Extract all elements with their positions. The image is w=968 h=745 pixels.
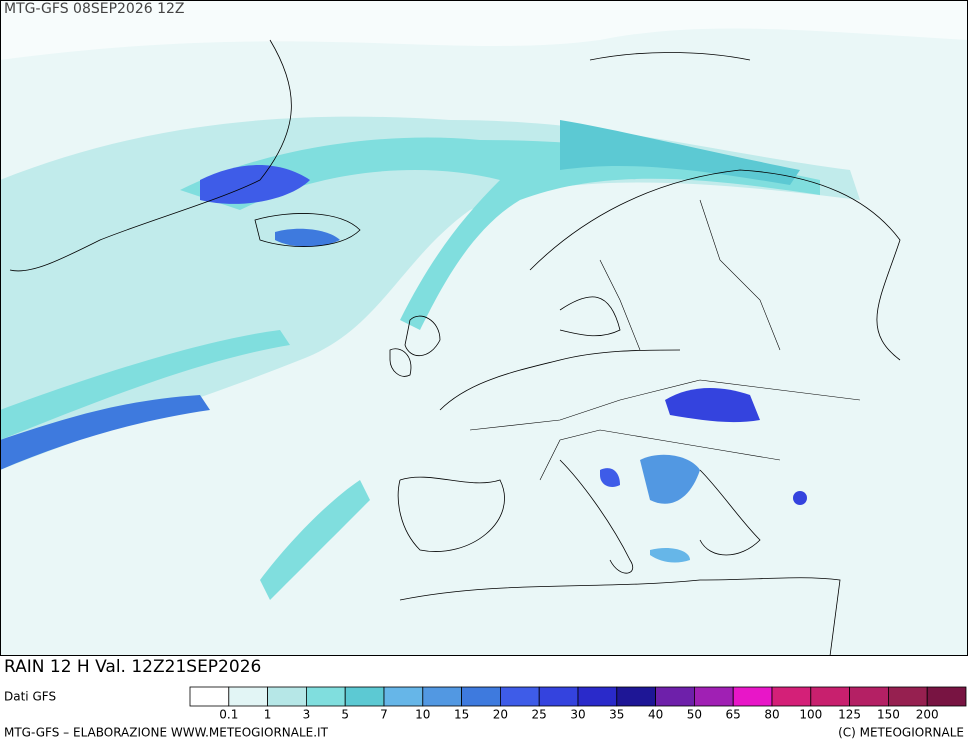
color-swatch: [267, 686, 307, 707]
footer-right: (C) METEOGIORNALE: [838, 726, 964, 740]
colorbar-label: 80: [764, 708, 779, 722]
borders: [469, 199, 861, 481]
source-label: Dati GFS: [4, 690, 56, 704]
caption: RAIN 12 H Val. 12Z21SEP2026: [4, 657, 261, 677]
colorbar-label: 35: [609, 708, 624, 722]
color-swatch: [926, 686, 967, 707]
colorbar-label: 30: [570, 708, 585, 722]
colorbar: 0.1 1 3 5 7 10 15 20 25 30 35 40 50 65 80 100 125 150 200: [189, 686, 967, 722]
color-swatch: [422, 686, 462, 707]
color-swatch: [499, 686, 540, 707]
color-swatch: [344, 686, 385, 707]
colorbar-label: 200: [916, 708, 939, 722]
color-swatch: [694, 686, 734, 707]
colorbar-label: 25: [532, 708, 547, 722]
color-swatch: [732, 686, 773, 707]
colorbar-label: 50: [687, 708, 702, 722]
coastlines: [9, 39, 901, 657]
colorbar-label: 7: [380, 708, 388, 722]
footer-left: MTG-GFS – ELABORAZIONE WWW.METEOGIORNALE…: [4, 726, 329, 740]
colorbar-label: 65: [726, 708, 741, 722]
color-swatch: [655, 686, 695, 707]
color-swatch: [616, 686, 656, 707]
color-swatch: [888, 686, 928, 707]
color-swatch: [849, 686, 889, 707]
colorbar-label: 150: [877, 708, 900, 722]
colorbar-label: 0.1: [219, 708, 238, 722]
map-title: MTG-GFS 08SEP2026 12Z: [4, 1, 185, 17]
color-swatch: [305, 686, 346, 707]
colorbar-label: 10: [415, 708, 430, 722]
colorbar-label: 100: [799, 708, 822, 722]
colorbar-label: 40: [648, 708, 663, 722]
color-swatch: [228, 686, 269, 707]
colorbar-label: 3: [303, 708, 311, 722]
color-swatch: [189, 686, 230, 707]
colorbar-label: 5: [341, 708, 349, 722]
colorbar-label: 15: [454, 708, 469, 722]
color-swatch: [461, 686, 501, 707]
color-swatch: [383, 686, 424, 707]
color-swatch: [771, 686, 812, 707]
colorbar-label: 125: [838, 708, 861, 722]
color-swatch: [538, 686, 579, 707]
color-swatch: [577, 686, 618, 707]
colorbar-label: 1: [264, 708, 272, 722]
colorbar-label: 20: [493, 708, 508, 722]
color-swatch: [810, 686, 850, 707]
precipitation-field: [0, 0, 968, 600]
